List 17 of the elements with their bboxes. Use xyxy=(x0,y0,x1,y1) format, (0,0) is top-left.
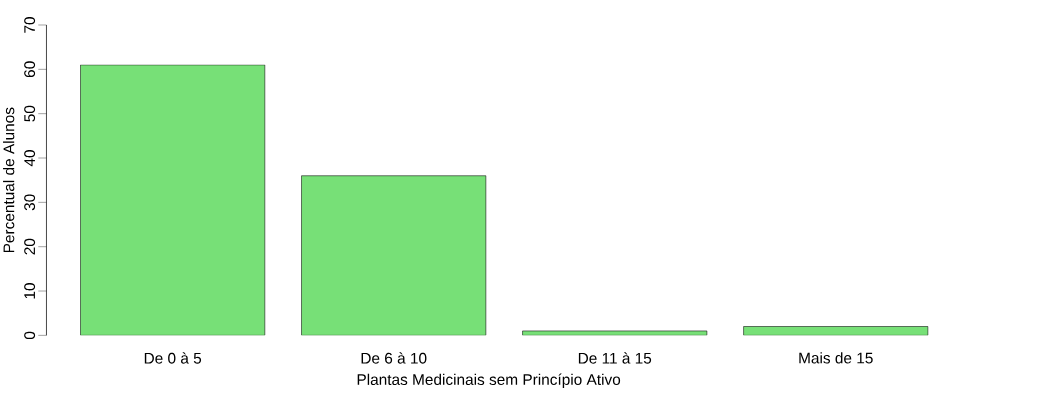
y-tick-label: 40 xyxy=(24,150,36,167)
bar xyxy=(743,326,929,336)
y-tick-label: 20 xyxy=(24,238,36,255)
y-tick-label: 70 xyxy=(24,17,36,33)
x-tick-label: De 11 à 15 xyxy=(578,352,652,364)
x-tick-label: Mais de 15 xyxy=(799,352,873,364)
y-tick-label: 10 xyxy=(24,283,36,299)
bar xyxy=(301,175,486,336)
y-tick-label: 60 xyxy=(24,61,36,78)
y-tick-label: 30 xyxy=(24,194,36,211)
y-tick-label: 0 xyxy=(24,331,36,340)
bar xyxy=(80,65,265,336)
y-axis-title: Percentual de Alunos xyxy=(3,107,15,253)
x-tick-label: De 0 à 5 xyxy=(144,352,202,364)
x-axis-title: Plantas Medicinais sem Princípio Ativo xyxy=(357,373,621,389)
x-tick-label: De 6 à 10 xyxy=(361,352,427,364)
y-tick-label: 50 xyxy=(24,105,36,122)
